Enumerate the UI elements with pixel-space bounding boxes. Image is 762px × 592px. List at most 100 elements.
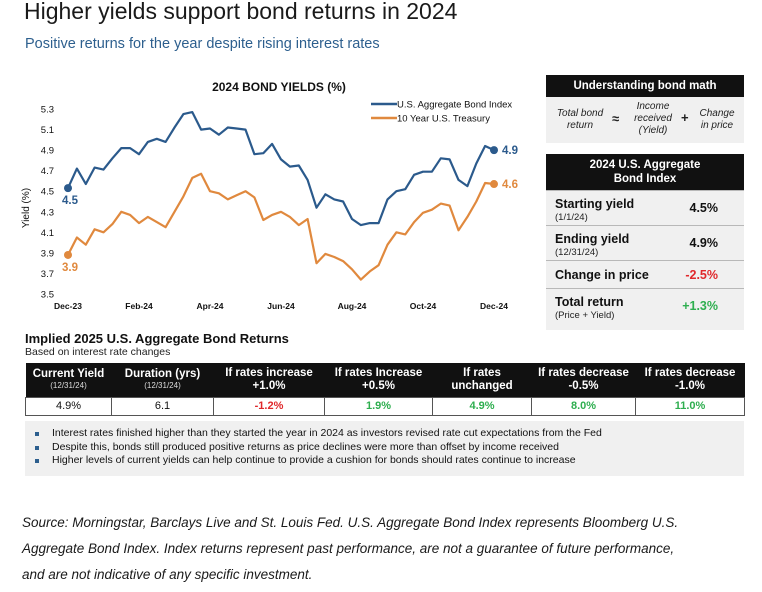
- ending-yield-date: (12/31/24): [555, 247, 599, 258]
- y-tick-label: 3.9: [41, 248, 54, 259]
- endpoint-markers: 4.5 4.9 3.9 4.6: [62, 145, 518, 274]
- header-duration-l1: Duration (yrs): [124, 368, 201, 381]
- ending-yield-label: Ending yield: [555, 232, 630, 246]
- cell-increase-1: -1.2%: [213, 396, 325, 416]
- series-line-1: [67, 172, 495, 281]
- approx-sign: ≈: [612, 111, 620, 126]
- x-tick-label: Jun-24: [267, 301, 295, 311]
- chart-title: 2024 BOND YIELDS (%): [212, 80, 346, 94]
- note-text: Despite this, bonds still produced posit…: [52, 440, 559, 453]
- aggregate-panel-title: 2024 U.S. Aggregate Bond Index: [546, 154, 744, 190]
- note-item: Despite this, bonds still produced posit…: [35, 441, 744, 455]
- table-header-row: Current Yield (12/31/24) Duration (yrs) (1…: [25, 363, 745, 397]
- note-text: Interest rates finished higher than they…: [52, 427, 602, 439]
- header-unchanged-l2: unchanged: [451, 379, 513, 392]
- y-tick-label: 4.1: [41, 228, 54, 239]
- header-decrease-05-l1: If rates decrease: [538, 366, 629, 379]
- header-unchanged-l1: If rates: [463, 366, 501, 379]
- note-text: Higher levels of current yields can help…: [52, 454, 576, 466]
- cell-unchanged: 4.9%: [432, 396, 532, 416]
- change-in-price-term: Change in price: [692, 108, 742, 132]
- cell-current-yield: 4.9%: [25, 396, 112, 416]
- start-marker-0: [64, 184, 72, 193]
- y-tick-label: 4.9: [41, 146, 54, 157]
- header-decrease-05-l2: -0.5%: [568, 379, 599, 392]
- cell-increase-05: 1.9%: [324, 396, 433, 416]
- yield-text: (Yield): [638, 125, 668, 136]
- notes-box: Interest rates finished higher than they…: [25, 421, 744, 476]
- starting-yield-label: Starting yield: [555, 197, 635, 211]
- table-row: 4.9% 6.1 -1.2% 1.9% 4.9% 8.0% 11.0%: [25, 396, 745, 416]
- start-value-label-1: 3.9: [62, 262, 78, 274]
- header-decrease-05: If rates decrease -0.5%: [531, 363, 636, 397]
- y-tick-labels: 5.3 5.1 4.9 4.7 4.5 4.3 4.1 3.9 3.7 3.5: [41, 105, 54, 301]
- y-tick-label: 5.1: [41, 125, 54, 136]
- y-tick-label: 4.7: [41, 166, 54, 177]
- page-title: Higher yields support bond returns in 20…: [24, 0, 458, 24]
- x-tick-label: Dec-23: [54, 301, 82, 311]
- source-footnote: Source: Morningstar, Barclays Live and S…: [22, 510, 752, 588]
- change-in-price-value: -2.5%: [685, 268, 718, 282]
- cell-decrease-05: 8.0%: [531, 396, 636, 416]
- end-marker-0: [490, 146, 498, 155]
- received-text: received: [634, 113, 672, 124]
- cell-duration: 6.1: [111, 396, 214, 416]
- cell-decrease-1: 11.0%: [635, 396, 745, 416]
- income-received-term: Income received (Yield): [625, 101, 681, 137]
- implied-returns-subtitle: Based on interest rate changes: [25, 346, 171, 358]
- y-tick-label: 3.7: [41, 269, 54, 280]
- start-marker-1: [64, 250, 72, 259]
- bond-yields-chart: 2024 BOND YIELDS (%) U.S. Aggregate Bond…: [21, 80, 518, 311]
- change-in-price-label: Change in price: [555, 268, 649, 282]
- header-duration-l2: (12/31/24): [144, 381, 181, 391]
- bullet-icon: [35, 445, 39, 450]
- start-value-label-0: 4.5: [62, 195, 79, 207]
- header-increase-1: If rates increase +1.0%: [213, 363, 325, 397]
- implied-returns-title: Implied 2025 U.S. Aggregate Bond Returns: [25, 331, 289, 346]
- legend: U.S. Aggregate Bond Index 10 Year U.S. T…: [371, 100, 512, 125]
- source-line-3: and are not indicative of any specific i…: [22, 567, 313, 582]
- header-current-yield-l2: (12/31/24): [50, 381, 87, 391]
- implied-returns-table: Current Yield (12/31/24) Duration (yrs) (1…: [25, 363, 745, 416]
- ending-yield-value: 4.9%: [689, 236, 719, 250]
- page-subtitle: Positive returns for the year despite ri…: [25, 36, 380, 52]
- header-increase-1-l2: +1.0%: [252, 379, 286, 392]
- header-increase-1-l1: If rates increase: [225, 366, 313, 379]
- header-current-yield: Current Yield (12/31/24): [25, 363, 112, 397]
- total-return-value: +1.3%: [682, 299, 718, 313]
- in-price-text: in price: [700, 120, 734, 131]
- source-line-1: Source: Morningstar, Barclays Live and S…: [22, 515, 679, 530]
- header-unchanged: If rates unchanged: [432, 363, 532, 397]
- end-marker-1: [490, 180, 498, 189]
- end-value-label-1: 4.6: [502, 179, 518, 191]
- total-return-label: Total return: [555, 295, 624, 309]
- change-text: Change: [699, 108, 735, 119]
- bond-math-panel: Understanding bond math Total bond retur…: [546, 75, 744, 143]
- note-item: Interest rates finished higher than they…: [35, 427, 744, 441]
- y-axis-label: Yield (%): [21, 188, 32, 228]
- plus-sign: +: [681, 110, 689, 125]
- y-tick-label: 4.3: [41, 207, 54, 218]
- x-tick-label: Dec-24: [480, 301, 508, 311]
- y-tick-label: 4.5: [41, 187, 54, 198]
- starting-yield-row: Starting yield (1/1/24) 4.5%: [546, 190, 744, 225]
- aggregate-title-line2: Bond Index: [613, 173, 677, 185]
- header-current-yield-l1: Current Yield: [32, 368, 105, 381]
- series-line-0: [66, 110, 495, 227]
- series-lines: [66, 110, 495, 281]
- aggregate-title-line1: 2024 U.S. Aggregate: [589, 159, 701, 171]
- header-increase-05-l2: +0.5%: [362, 379, 395, 392]
- y-tick-label: 5.3: [41, 105, 54, 116]
- income-text: Income: [636, 101, 670, 112]
- legend-label-agg: U.S. Aggregate Bond Index: [397, 100, 512, 111]
- starting-yield-date: (1/1/24): [555, 212, 588, 223]
- x-tick-label: Apr-24: [197, 301, 224, 311]
- total-return-row: Total return (Price + Yield) +1.3%: [546, 288, 744, 323]
- header-increase-05: If rates Increase +0.5%: [324, 363, 433, 397]
- return-text: return: [566, 120, 594, 131]
- source-line-2: Aggregate Bond Index. Index returns repr…: [22, 541, 675, 556]
- note-item: Higher levels of current yields can help…: [35, 454, 744, 468]
- bond-math-title: Understanding bond math: [546, 75, 744, 97]
- bullet-icon: [35, 459, 39, 463]
- x-tick-label: Feb-24: [125, 301, 153, 311]
